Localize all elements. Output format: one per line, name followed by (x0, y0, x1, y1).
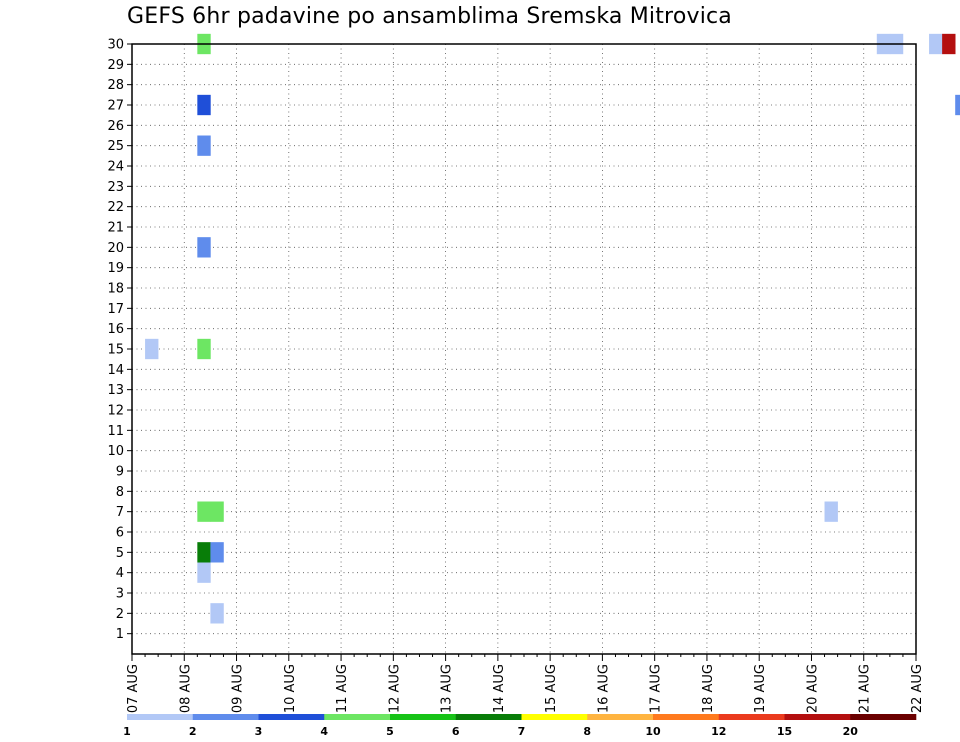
x-tick-label: 17 AUG (649, 664, 664, 713)
precip-cell (197, 94, 211, 116)
x-tick-label: 07 AUG (126, 664, 141, 713)
legend-swatch (192, 714, 259, 720)
precip-cell (197, 562, 211, 583)
y-tick-label: 14 (107, 363, 124, 378)
precip-cell (197, 501, 211, 522)
x-tick-label: 20 AUG (805, 664, 820, 713)
precip-cell (197, 135, 211, 156)
y-tick-label: 29 (107, 58, 124, 73)
y-tick-label: 22 (107, 200, 124, 215)
x-tick-label: 10 AUG (283, 664, 298, 713)
x-tick-label: 18 AUG (701, 664, 716, 713)
legend-swatch (718, 714, 785, 720)
precip-cell (197, 338, 211, 360)
y-tick-label: 8 (116, 485, 124, 500)
x-tick-label: 13 AUG (440, 664, 455, 713)
y-tick-label: 11 (107, 424, 124, 439)
legend-label: 15 (777, 725, 792, 738)
precip-cell (210, 542, 224, 563)
x-tick-label: 19 AUG (753, 664, 768, 713)
precip-cell (210, 603, 224, 624)
legend-label: 7 (518, 725, 526, 738)
legend-swatch (258, 714, 325, 720)
y-tick-label: 24 (107, 160, 124, 175)
precip-cell (197, 542, 211, 563)
legend-swatch (390, 714, 457, 720)
precip-cell (955, 94, 960, 116)
y-tick-label: 18 (107, 282, 124, 297)
legend-label: 12 (711, 725, 726, 738)
x-tick-label: 16 AUG (596, 664, 611, 713)
y-tick-label: 21 (107, 221, 124, 236)
y-tick-label: 3 (116, 587, 124, 602)
precip-cell (824, 501, 838, 522)
legend-swatch (127, 714, 194, 720)
x-tick-label: 08 AUG (178, 664, 193, 713)
precipitation-cells (145, 33, 960, 624)
y-tick-label: 7 (116, 505, 124, 520)
legend-label: 10 (645, 725, 661, 738)
legend-swatch (455, 714, 522, 720)
chart-title: GEFS 6hr padavine po ansamblima Sremska … (127, 4, 732, 29)
legend-label: 6 (452, 725, 460, 738)
x-tick-label: 15 AUG (544, 664, 559, 713)
y-tick-label: 12 (107, 404, 124, 419)
y-tick-label: 28 (107, 78, 124, 93)
precip-cell (942, 33, 956, 55)
y-tick-label: 23 (107, 180, 124, 195)
precip-cell (197, 237, 211, 258)
grid-lines (132, 43, 916, 654)
precip-cell (145, 338, 159, 360)
legend-label: 2 (189, 725, 197, 738)
legend-swatch (324, 714, 391, 720)
legend-label: 20 (843, 725, 859, 738)
x-tick-label: 22 AUG (910, 664, 925, 713)
y-tick-label: 17 (107, 302, 124, 317)
x-tick-label: 14 AUG (492, 664, 507, 713)
legend-label: 1 (123, 725, 131, 738)
legend-swatch (653, 714, 720, 720)
x-tick-label: 11 AUG (335, 664, 350, 713)
y-tick-label: 19 (107, 261, 124, 276)
y-tick-label: 27 (107, 99, 124, 114)
precip-cell (929, 33, 943, 55)
y-tick-label: 9 (116, 465, 124, 480)
legend-label: 3 (255, 725, 263, 738)
y-tick-label: 4 (116, 566, 124, 581)
x-tick-label: 21 AUG (858, 664, 873, 713)
x-tick-label: 12 AUG (387, 664, 402, 713)
precip-cell (210, 501, 224, 522)
y-tick-label: 15 (107, 343, 124, 358)
x-tick-label: 09 AUG (231, 664, 246, 713)
legend-label: 8 (583, 725, 591, 738)
legend-swatch (850, 714, 917, 720)
legend-swatch (521, 714, 588, 720)
y-tick-label: 13 (107, 383, 124, 398)
y-axis: 1234567891011121314151617181920212223242… (107, 38, 132, 642)
legend-label: 5 (386, 725, 394, 738)
y-tick-label: 25 (107, 139, 124, 154)
y-tick-label: 30 (107, 38, 124, 53)
y-tick-label: 6 (116, 526, 124, 541)
y-tick-label: 5 (116, 546, 124, 561)
legend-swatch (784, 714, 851, 720)
y-tick-label: 1 (116, 627, 124, 642)
y-tick-label: 20 (107, 241, 124, 256)
legend-label: 4 (320, 725, 328, 738)
y-tick-label: 16 (107, 322, 124, 337)
x-axis: 07 AUG 08 AUG 09 AUG 10 AUG 11 AUG 12 AUG 13 A… (126, 654, 925, 713)
legend-swatch (587, 714, 654, 720)
y-tick-label: 2 (116, 607, 124, 622)
color-legend: 1 2 3 4 5 6 7 8 10 12 15 20 (123, 714, 917, 738)
y-tick-label: 10 (107, 444, 124, 459)
y-tick-label: 26 (107, 119, 124, 134)
